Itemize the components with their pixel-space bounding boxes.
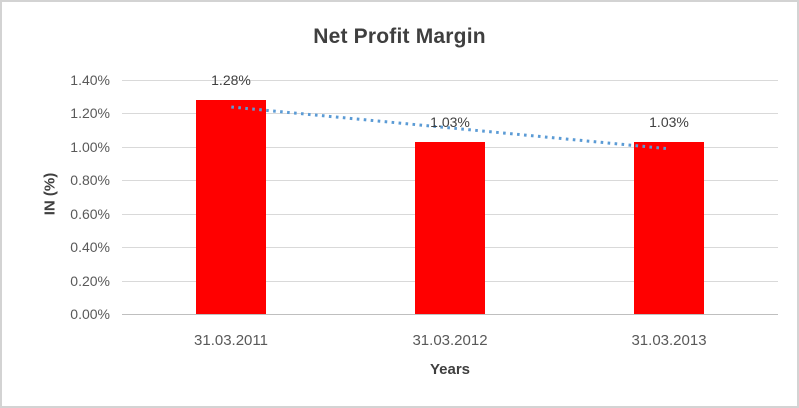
x-axis-tick-label: 31.03.2011 <box>194 332 268 349</box>
y-axis-tick-label: 1.20% <box>70 105 110 121</box>
y-axis-tick-label: 0.80% <box>70 172 110 188</box>
data-label: 1.28% <box>211 72 251 88</box>
y-axis-tick-label: 0.40% <box>70 239 110 255</box>
gridline <box>122 80 778 81</box>
y-axis-tick-label: 0.00% <box>70 306 110 322</box>
bar-31.03.2012 <box>415 142 485 314</box>
y-axis-tick-label: 0.60% <box>70 206 110 222</box>
gridline <box>122 314 778 315</box>
x-axis-tick-label: 31.03.2013 <box>631 332 707 349</box>
data-label: 1.03% <box>430 114 470 130</box>
x-axis-title: Years <box>429 361 471 378</box>
x-axis-tick-label: 31.03.2012 <box>412 332 488 349</box>
data-label: 1.03% <box>649 114 689 130</box>
bar-31.03.2013 <box>634 142 704 314</box>
y-axis-tick-label: 1.00% <box>70 139 110 155</box>
chart-title: Net Profit Margin <box>313 25 486 48</box>
y-axis-tick-label: 1.40% <box>70 72 110 88</box>
y-axis-tick-label: 0.20% <box>70 273 110 289</box>
bar-31.03.2011 <box>196 100 266 314</box>
